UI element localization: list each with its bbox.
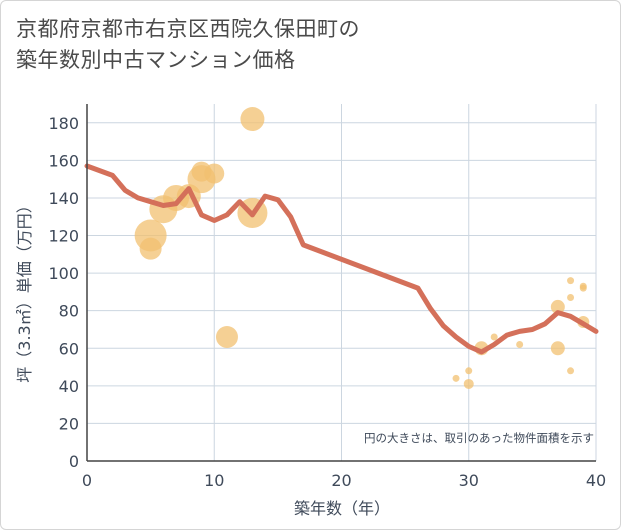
y-tick-label: 100 [48, 264, 79, 283]
bubble-point [490, 333, 498, 341]
x-tick-label: 30 [459, 471, 479, 490]
bubble-point [567, 277, 575, 285]
bubble-series [134, 107, 590, 389]
y-tick-label: 80 [59, 302, 79, 321]
size-note: 円の大きさは、取引のあった物件面積を示す [364, 431, 594, 445]
tick-labels: 0 20 40 60 80 100 120 140 160 180 0 10 20 30 40 [48, 114, 606, 490]
y-tick-label: 180 [48, 114, 79, 133]
y-tick-label: 140 [48, 189, 79, 208]
y-axis-label: 坪（3.3㎡）単価（万円） [15, 197, 34, 382]
bubble-point [567, 367, 575, 375]
bubble-point [240, 107, 265, 132]
trend-series [84, 163, 599, 355]
x-tick-label: 10 [204, 471, 224, 490]
x-tick-label: 0 [82, 471, 92, 490]
bubble-point [550, 341, 565, 356]
trend-line [84, 163, 599, 355]
chart-title-line2: 築年数別中古マンション価格 [16, 48, 296, 72]
bubble-point [579, 284, 587, 292]
bubble-point [465, 367, 473, 375]
bubble-point [463, 378, 474, 389]
bubble-point [215, 325, 238, 348]
y-tick-label: 120 [48, 227, 79, 246]
bubble-point [452, 374, 460, 382]
bubble-point [139, 237, 162, 260]
y-tick-label: 40 [59, 377, 79, 396]
x-tick-label: 40 [586, 471, 606, 490]
bubble-point [550, 299, 565, 314]
y-tick-label: 0 [69, 452, 79, 471]
x-axis-label: 築年数（年） [294, 499, 390, 518]
bubble-point [516, 341, 524, 349]
y-tick-label: 160 [48, 151, 79, 170]
y-tick-label: 20 [59, 414, 79, 433]
chart-title: 京都府京都市右京区西院久保田町の 築年数別中古マンション価格 [16, 14, 360, 76]
axes [86, 104, 596, 462]
x-tick-label: 20 [331, 471, 351, 490]
chart-title-line1: 京都府京都市右京区西院久保田町の [16, 17, 360, 41]
grid [86, 104, 597, 462]
y-tick-label: 60 [59, 339, 79, 358]
bubble-point [204, 163, 225, 184]
bubble-point [567, 294, 575, 302]
